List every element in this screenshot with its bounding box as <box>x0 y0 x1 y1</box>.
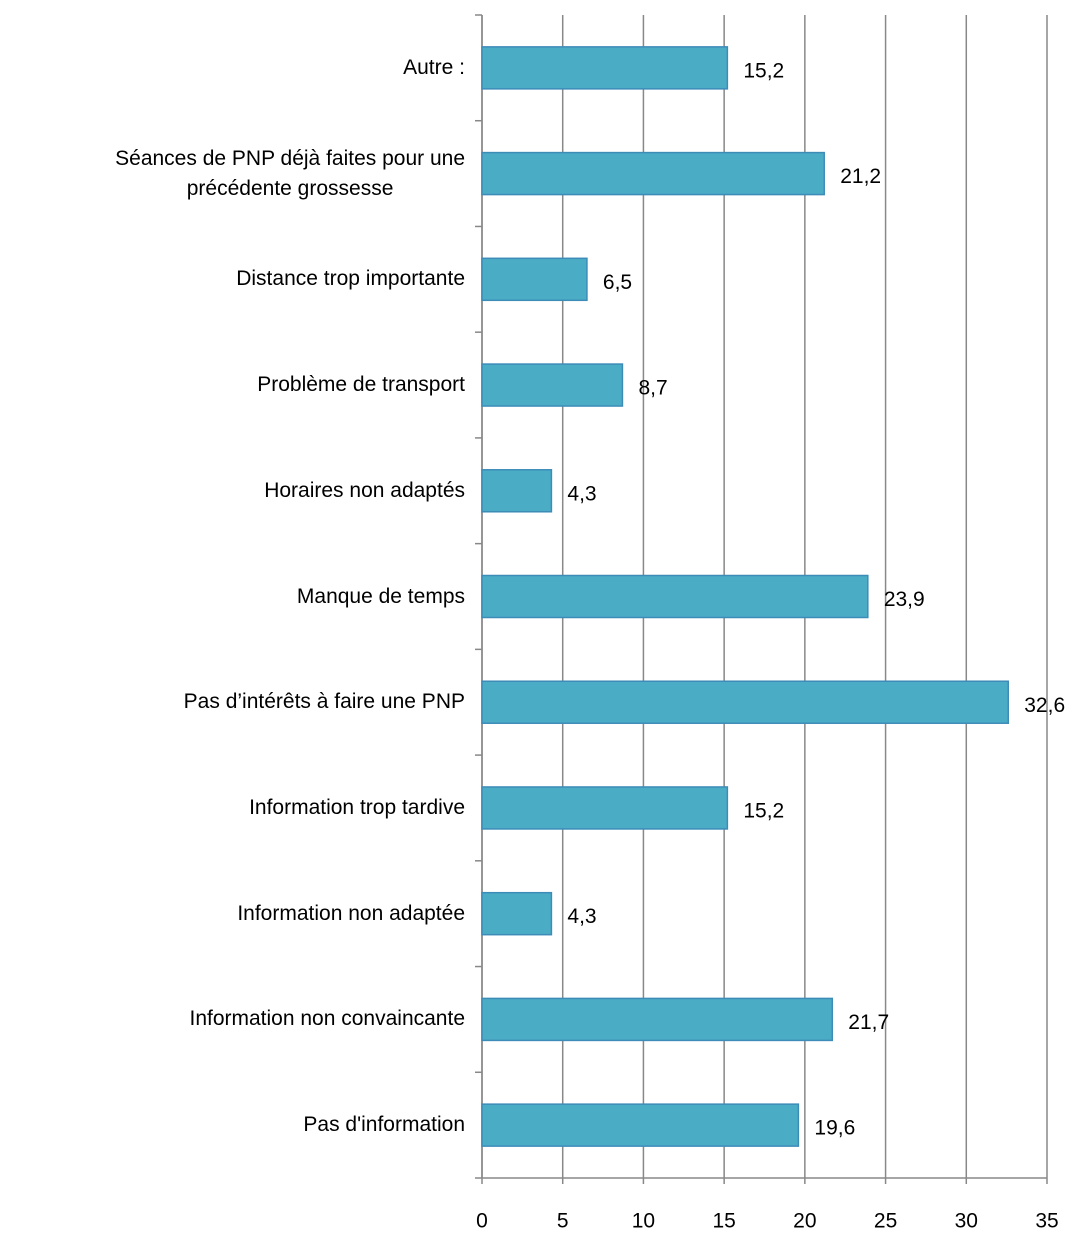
y-tick-label: Séances de PNP déjà faites pour une préc… <box>115 146 465 200</box>
data-label: 4,3 <box>567 482 596 505</box>
x-tick-label: 5 <box>557 1210 569 1233</box>
y-tick-label: Autre : <box>403 55 465 79</box>
data-label: 8,7 <box>638 377 667 400</box>
data-label: 32,6 <box>1024 694 1065 717</box>
data-label: 21,7 <box>848 1011 889 1034</box>
bar <box>481 257 588 302</box>
data-label: 21,2 <box>840 165 881 188</box>
bar <box>481 151 825 196</box>
data-label: 4,3 <box>567 905 596 928</box>
bar <box>481 363 624 407</box>
x-tick-label: 20 <box>793 1210 816 1233</box>
data-label: 19,6 <box>814 1117 855 1140</box>
bar <box>481 574 869 619</box>
y-tick-label: Information non convaincante <box>189 1007 465 1031</box>
x-tick-label: 15 <box>712 1210 735 1233</box>
y-tick-label: Problème de transport <box>257 373 465 397</box>
y-tick-label: Pas d'information <box>303 1113 465 1137</box>
x-tick-label: 0 <box>476 1210 488 1233</box>
y-tick-label: Manque de temps <box>296 584 465 608</box>
bar <box>481 786 729 830</box>
x-tick-label: 25 <box>874 1210 897 1233</box>
bar <box>481 891 553 936</box>
data-label: 23,9 <box>884 588 925 611</box>
data-label: 6,5 <box>603 271 632 294</box>
bar <box>481 1103 800 1147</box>
data-label: 15,2 <box>743 59 784 82</box>
bar <box>481 46 729 90</box>
y-tick-label: Pas d’intérêts à faire une PNP <box>183 690 465 714</box>
bar <box>481 997 834 1042</box>
bar <box>481 680 1010 724</box>
y-tick-label: Information trop tardive <box>249 795 465 819</box>
x-tick-label: 10 <box>632 1210 655 1233</box>
data-label: 15,2 <box>743 800 784 823</box>
y-tick-label: Information non adaptée <box>237 901 465 925</box>
bar <box>481 469 553 513</box>
y-tick-label: Horaires non adaptés <box>264 478 465 502</box>
y-tick-label: Distance trop importante <box>236 267 465 291</box>
x-tick-label: 35 <box>1035 1210 1058 1233</box>
x-tick-label: 30 <box>955 1210 978 1233</box>
